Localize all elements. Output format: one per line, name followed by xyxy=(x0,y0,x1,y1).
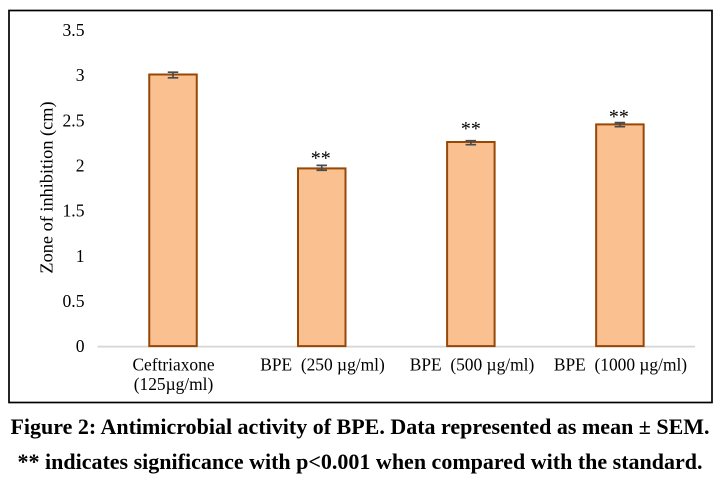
svg-text:** indicates significance with: ** indicates significance with p<0.001 w… xyxy=(18,449,703,474)
svg-text:Zone of inhibition (cm): Zone of inhibition (cm) xyxy=(37,101,58,273)
svg-text:**: ** xyxy=(311,148,331,170)
svg-text:2.5: 2.5 xyxy=(63,110,85,130)
svg-text:0.5: 0.5 xyxy=(63,291,85,311)
svg-text:0: 0 xyxy=(76,336,85,356)
svg-text:(125µg/ml): (125µg/ml) xyxy=(134,374,214,394)
svg-text:**: ** xyxy=(461,118,481,140)
svg-text:BPE (500 µg/ml): BPE (500 µg/ml) xyxy=(410,354,535,374)
svg-text:BPE (1000 µg/ml): BPE (1000 µg/ml) xyxy=(554,354,687,374)
svg-text:1: 1 xyxy=(76,246,85,266)
svg-text:Ceftriaxone: Ceftriaxone xyxy=(132,354,214,374)
svg-text:2: 2 xyxy=(76,155,85,175)
svg-text:**: ** xyxy=(609,106,629,128)
svg-text:Figure 2: Antimicrobial activi: Figure 2: Antimicrobial activity of BPE.… xyxy=(10,414,709,439)
svg-text:3: 3 xyxy=(76,65,85,85)
svg-text:BPE (250 µg/ml): BPE (250 µg/ml) xyxy=(260,354,385,374)
svg-text:1.5: 1.5 xyxy=(63,201,85,221)
svg-text:3.5: 3.5 xyxy=(63,20,85,40)
